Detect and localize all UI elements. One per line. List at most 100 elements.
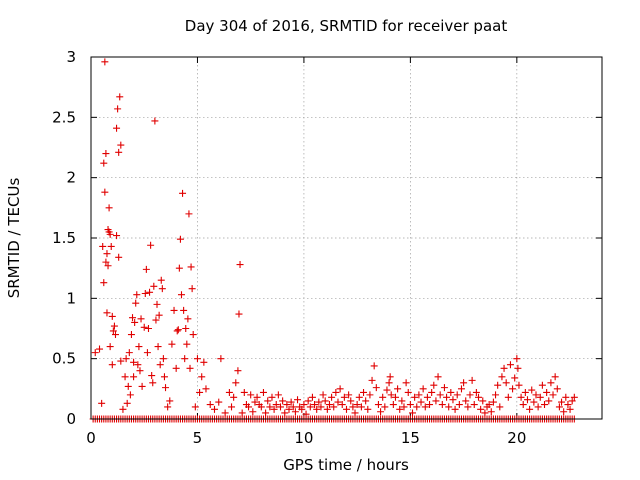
data-point <box>153 300 161 308</box>
data-point <box>328 393 336 401</box>
data-point <box>489 398 497 406</box>
data-point <box>313 405 321 413</box>
data-point <box>146 288 154 296</box>
data-point <box>98 399 106 407</box>
data-point <box>127 331 135 339</box>
data-point <box>479 397 487 405</box>
data-point <box>113 232 121 240</box>
data-point <box>156 361 164 369</box>
data-point <box>217 355 225 363</box>
data-point <box>155 311 163 319</box>
data-point <box>423 393 431 401</box>
data-point <box>179 189 187 197</box>
data-point <box>166 397 174 405</box>
data-point <box>555 403 563 411</box>
data-point <box>511 374 519 382</box>
data-point <box>336 385 344 393</box>
data-point <box>298 405 306 413</box>
data-point <box>215 398 223 406</box>
data-point <box>315 398 323 406</box>
data-point <box>440 384 448 392</box>
data-point <box>121 373 129 381</box>
data-point <box>485 401 493 409</box>
data-point <box>177 291 185 299</box>
data-point <box>475 393 483 401</box>
data-point <box>319 391 327 399</box>
data-point <box>132 299 140 307</box>
y-tick-label: 2 <box>66 169 76 187</box>
data-point <box>523 396 531 404</box>
data-point <box>351 409 359 417</box>
data-point <box>387 391 395 399</box>
data-point <box>385 379 393 387</box>
data-point <box>353 401 361 409</box>
data-point <box>137 315 145 323</box>
data-point <box>462 397 470 405</box>
data-point <box>528 386 536 394</box>
y-axis-label: SRMTID / TECUs <box>5 178 23 299</box>
data-point <box>362 397 370 405</box>
data-point <box>175 264 183 272</box>
data-point <box>151 117 159 125</box>
data-point <box>96 345 104 353</box>
data-point <box>162 384 170 392</box>
y-tick-label: 0.5 <box>52 350 76 368</box>
data-point <box>409 409 417 417</box>
data-point <box>143 349 151 357</box>
data-point <box>381 403 389 411</box>
data-point <box>234 367 242 375</box>
data-point <box>91 349 99 357</box>
y-tick-label: 1.5 <box>52 229 76 247</box>
data-point <box>436 391 444 399</box>
data-point <box>494 381 502 389</box>
data-point <box>451 405 459 413</box>
data-point <box>521 388 529 396</box>
data-point <box>360 388 368 396</box>
data-point <box>119 405 127 413</box>
data-point <box>268 393 276 401</box>
data-point <box>253 393 261 401</box>
data-point <box>394 385 402 393</box>
data-point <box>104 262 112 270</box>
data-point <box>386 373 394 381</box>
data-point <box>306 403 314 411</box>
data-point <box>517 393 525 401</box>
data-point <box>370 362 378 370</box>
data-point <box>142 265 150 273</box>
data-point <box>270 405 278 413</box>
data-point <box>236 261 244 269</box>
data-point <box>434 373 442 381</box>
data-point <box>447 388 455 396</box>
data-point <box>221 409 229 417</box>
data-point <box>198 373 206 381</box>
data-point <box>115 148 123 156</box>
data-point <box>176 235 184 243</box>
data-point <box>364 405 372 413</box>
data-point <box>133 291 141 299</box>
data-point <box>481 409 489 417</box>
data-point <box>428 388 436 396</box>
data-point <box>383 386 391 394</box>
data-point <box>345 391 353 399</box>
data-point <box>148 372 156 380</box>
data-point <box>228 403 236 411</box>
data-point <box>235 310 243 318</box>
data-point <box>396 405 404 413</box>
data-point <box>421 403 429 411</box>
data-point <box>154 343 162 351</box>
data-point <box>438 401 446 409</box>
data-point <box>302 410 310 418</box>
data-point <box>398 397 406 405</box>
data-point <box>274 391 282 399</box>
data-point <box>332 388 340 396</box>
data-point <box>103 250 111 258</box>
data-point <box>504 393 512 401</box>
data-point <box>321 397 329 405</box>
data-point <box>391 393 399 401</box>
data-point <box>304 397 312 405</box>
data-point <box>513 355 521 363</box>
data-point <box>117 141 125 149</box>
data-point <box>372 384 380 392</box>
data-point <box>562 393 570 401</box>
data-point <box>174 326 182 334</box>
